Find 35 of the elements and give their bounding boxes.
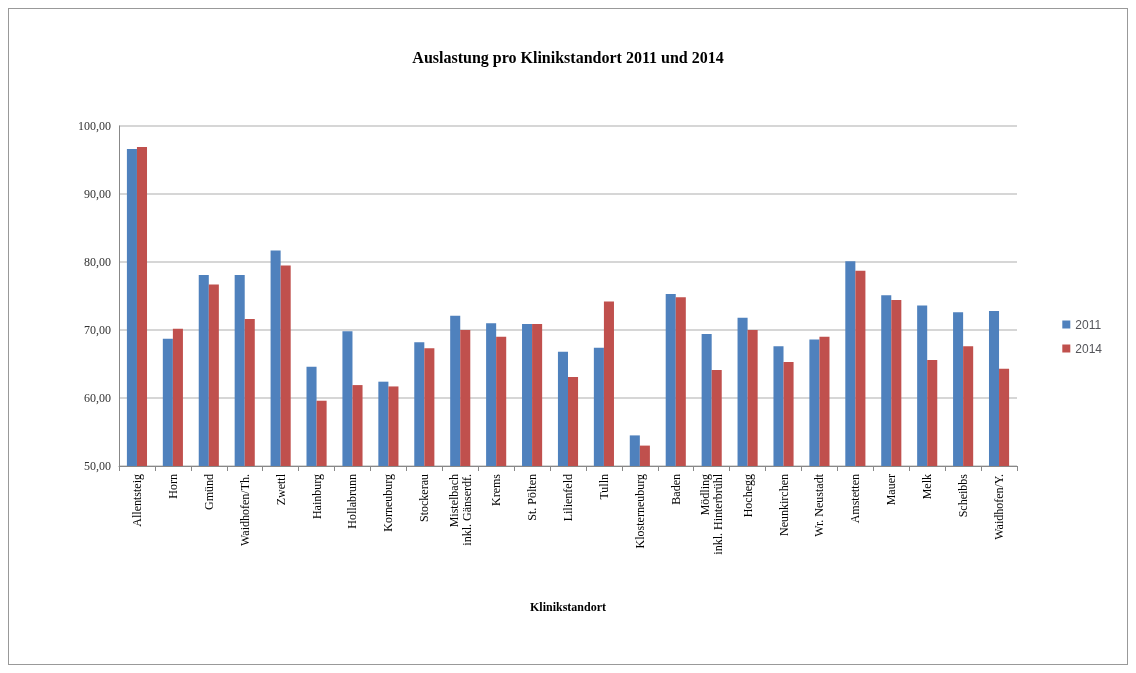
y-tick-label: 50,00 bbox=[84, 459, 111, 473]
x-tick-label: Melk bbox=[920, 474, 935, 500]
x-tick-label: Amstetten bbox=[848, 474, 863, 524]
x-tick-label: St. Pölten bbox=[525, 474, 540, 521]
x-tick-label: Tulln bbox=[596, 474, 611, 500]
x-tick-label: Waidhofen/Y. bbox=[992, 474, 1007, 540]
x-tick-label: Stockerau bbox=[417, 474, 432, 522]
x-tick-label: Allentsteig bbox=[129, 474, 144, 527]
chart-title: Auslastung pro Klinikstandort 2011 und 2014 bbox=[412, 48, 724, 67]
x-tick-label: Klosterneuburg bbox=[632, 474, 647, 549]
x-tick-label: Korneuburg bbox=[381, 474, 396, 532]
x-tick-label: Mauer bbox=[884, 474, 899, 506]
x-tick-label: Krems bbox=[489, 473, 504, 506]
x-tick-label: Waidhofen/Th. bbox=[237, 474, 252, 547]
x-tick-label: Hainburg bbox=[309, 474, 324, 520]
legend-label: 2014 bbox=[1075, 341, 1103, 356]
y-tick-label: 70,00 bbox=[84, 323, 111, 337]
x-tick-label: Gmünd bbox=[201, 474, 216, 510]
y-tick-label: 90,00 bbox=[84, 187, 111, 201]
x-tick-label: Zwettl bbox=[273, 473, 288, 506]
x-tick-label: Lilienfeld bbox=[561, 474, 575, 522]
x-tick-label: Mistelbach inkl. Gänserdf. bbox=[446, 474, 474, 546]
legend-label: 2011 bbox=[1075, 317, 1102, 332]
y-tick-label: 60,00 bbox=[84, 391, 111, 405]
y-tick-label: 100,00 bbox=[78, 119, 111, 133]
x-tick-label: Horn bbox=[165, 474, 180, 499]
x-tick-label: Neunkirchen bbox=[776, 474, 791, 536]
x-axis-title: Klinikstandort bbox=[529, 600, 607, 614]
x-tick-label: Hochegg bbox=[740, 474, 755, 518]
x-tick-label: Wr. Neustadt bbox=[812, 473, 827, 537]
x-tick-label: Baden bbox=[668, 474, 683, 505]
y-tick-label: 80,00 bbox=[84, 255, 111, 269]
x-tick-label: Scheibbs bbox=[956, 473, 971, 518]
x-tick-label: Hollabrunn bbox=[345, 474, 360, 529]
x-tick-label: Mödling inkl. Hinterbrühl bbox=[698, 473, 726, 555]
